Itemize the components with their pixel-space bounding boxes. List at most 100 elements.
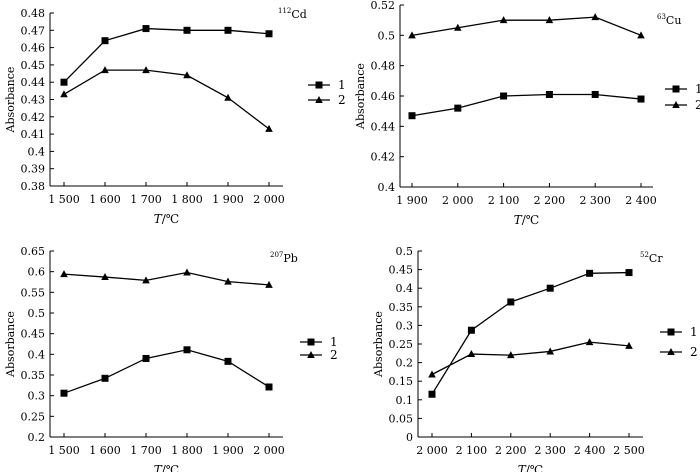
- legend-marker: [667, 348, 675, 355]
- legend-label: 1: [330, 335, 338, 349]
- legend-marker: [672, 101, 680, 108]
- y-tick-label: 0.6: [28, 266, 46, 279]
- data-point: [101, 66, 109, 74]
- x-tick-label: 2 300: [579, 194, 611, 207]
- x-tick-label: 2 300: [534, 444, 566, 457]
- data-point: [637, 31, 645, 39]
- element-label: 207Pb: [270, 251, 298, 265]
- y-tick-label: 0.48: [21, 7, 46, 20]
- y-tick-label: 0.42: [21, 111, 46, 124]
- x-tick-label: 2 200: [534, 194, 566, 207]
- legend-item-2: 2: [300, 348, 338, 362]
- data-point: [625, 269, 633, 277]
- y-tick-label: 0.5: [28, 307, 46, 320]
- y-tick-label: 0.4: [28, 348, 46, 361]
- data-point: [454, 104, 462, 112]
- y-tick-label: 0.35: [21, 369, 46, 382]
- data-point: [546, 347, 554, 355]
- data-point: [183, 26, 191, 34]
- x-tick-label: 2 400: [574, 444, 606, 457]
- data-point: [507, 351, 515, 359]
- legend-item-2: 2: [665, 98, 700, 112]
- y-tick-label: 0.52: [371, 0, 396, 12]
- series-line: [63, 69, 270, 130]
- data-point: [428, 390, 436, 398]
- legend-marker: [315, 81, 323, 89]
- y-tick-label: 0.2: [28, 431, 46, 444]
- x-tick-label: 1 500: [48, 444, 80, 457]
- series-2: [60, 268, 273, 288]
- data-point: [265, 30, 273, 38]
- series-line: [63, 349, 270, 394]
- series-1: [428, 269, 633, 398]
- data-point: [224, 277, 232, 285]
- chart-panel-pb: 0.2 0.25 0.3 0.35 0.4 0.45 0.5 0.55 0.6 0.65 1 500…: [4, 245, 338, 472]
- data-point: [142, 25, 150, 33]
- y-tick-label: 0.65: [21, 245, 46, 258]
- legend-marker: [307, 338, 315, 346]
- x-tick-label: 1 600: [89, 193, 121, 206]
- x-tick-label: 2 100: [456, 444, 488, 457]
- x-axis-unit: /℃: [526, 463, 543, 472]
- data-point: [408, 112, 416, 120]
- y-tick-label: 0.5: [396, 245, 414, 258]
- y-tick-label: 0.1: [396, 394, 414, 407]
- series-1: [408, 90, 645, 120]
- legend-marker: [667, 328, 675, 336]
- x-axis-unit: /℃: [162, 212, 179, 226]
- y-tick-label: 0.4: [28, 145, 46, 158]
- x-tick-label: 1 600: [89, 444, 121, 457]
- data-point: [454, 23, 462, 31]
- legend-item-2: 2: [660, 345, 698, 359]
- data-point: [224, 357, 232, 365]
- legend-item-1: 1: [665, 82, 700, 96]
- series-line: [431, 271, 630, 395]
- series-line: [411, 93, 642, 117]
- data-point: [224, 93, 232, 101]
- legend-label: 2: [695, 98, 700, 112]
- y-axis-title: Absorbance: [372, 311, 385, 378]
- data-point: [183, 346, 191, 354]
- y-tick-label: 0.05: [389, 412, 414, 425]
- data-point: [183, 71, 191, 79]
- data-point: [224, 26, 232, 34]
- data-point: [265, 280, 273, 288]
- x-axis-unit: /℃: [522, 213, 539, 227]
- x-tick-label: 2 100: [488, 194, 520, 207]
- data-point: [101, 273, 109, 281]
- legend-label: 1: [690, 325, 698, 339]
- legend-label: 2: [330, 348, 338, 362]
- y-tick-label: 0.45: [389, 264, 414, 277]
- y-tick-label: 0.47: [21, 24, 46, 37]
- data-point: [101, 37, 109, 45]
- data-point: [408, 31, 416, 39]
- data-point: [142, 354, 150, 362]
- y-tick-label: 0.35: [389, 301, 414, 314]
- y-tick-label: 0.46: [371, 90, 396, 103]
- data-point: [545, 16, 554, 24]
- element-label: 52Cr: [640, 251, 663, 265]
- y-tick-label: 0.48: [371, 60, 396, 73]
- data-point: [265, 383, 273, 391]
- legend-label: 1: [338, 78, 346, 92]
- x-axis-title: T/℃: [514, 213, 539, 227]
- data-point: [183, 268, 191, 276]
- data-point: [586, 269, 594, 277]
- data-point: [265, 124, 273, 132]
- legend-label: 1: [695, 82, 700, 96]
- y-tick-label: 0.3: [28, 390, 46, 403]
- data-point: [428, 370, 436, 378]
- y-tick-label: 0: [406, 431, 413, 444]
- y-tick-label: 0.41: [21, 128, 46, 141]
- series-2: [428, 338, 633, 378]
- y-axis-title: Absorbance: [4, 67, 17, 134]
- y-tick-label: 0.45: [21, 59, 46, 72]
- x-tick-label: 2 400: [625, 194, 657, 207]
- x-axis-title: T/℃: [154, 212, 179, 226]
- x-tick-label: 2 000: [442, 194, 474, 207]
- data-point: [545, 90, 553, 98]
- y-tick-label: 0.55: [21, 286, 46, 299]
- x-tick-label: 1 900: [396, 194, 428, 207]
- series-1: [60, 346, 273, 397]
